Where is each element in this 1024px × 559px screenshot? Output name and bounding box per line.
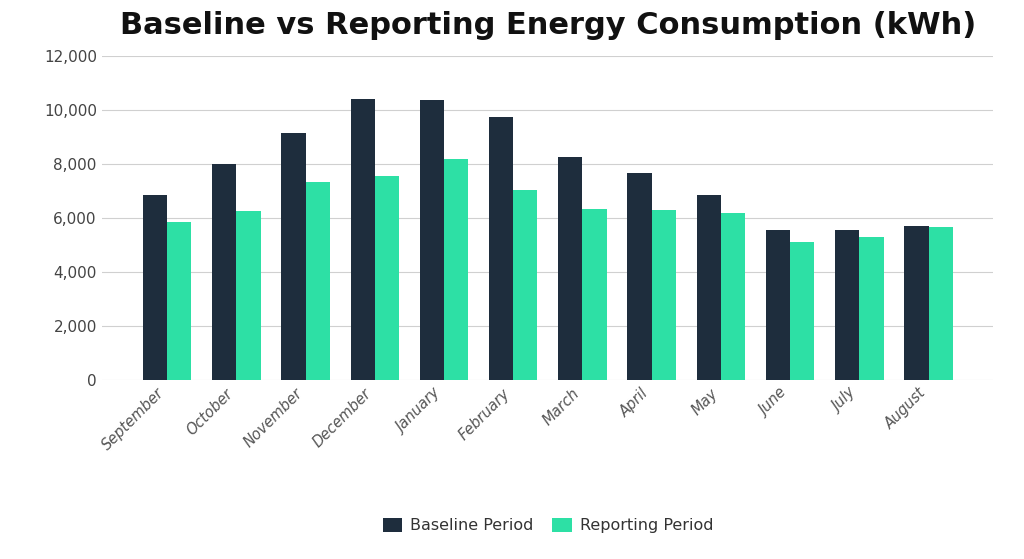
Title: Baseline vs Reporting Energy Consumption (kWh): Baseline vs Reporting Energy Consumption… [120, 11, 976, 40]
Bar [489, 117, 513, 380]
Bar [212, 164, 237, 380]
Bar [904, 226, 929, 380]
Bar [350, 99, 375, 380]
Bar [836, 230, 859, 380]
Bar [859, 237, 884, 380]
Bar [444, 159, 468, 380]
Bar [696, 195, 721, 380]
Bar [420, 101, 444, 380]
Bar [651, 210, 676, 380]
Bar [766, 230, 791, 380]
Bar [305, 182, 330, 380]
Bar [513, 190, 538, 380]
Bar [375, 176, 399, 380]
Bar [791, 243, 814, 380]
Bar [628, 173, 651, 380]
Bar [143, 195, 167, 380]
Bar [282, 133, 305, 380]
Bar [721, 212, 745, 380]
Bar [929, 228, 952, 380]
Legend: Baseline Period, Reporting Period: Baseline Period, Reporting Period [376, 511, 720, 539]
Bar [167, 222, 191, 380]
Bar [237, 211, 260, 380]
Bar [558, 157, 583, 380]
Bar [583, 209, 606, 380]
